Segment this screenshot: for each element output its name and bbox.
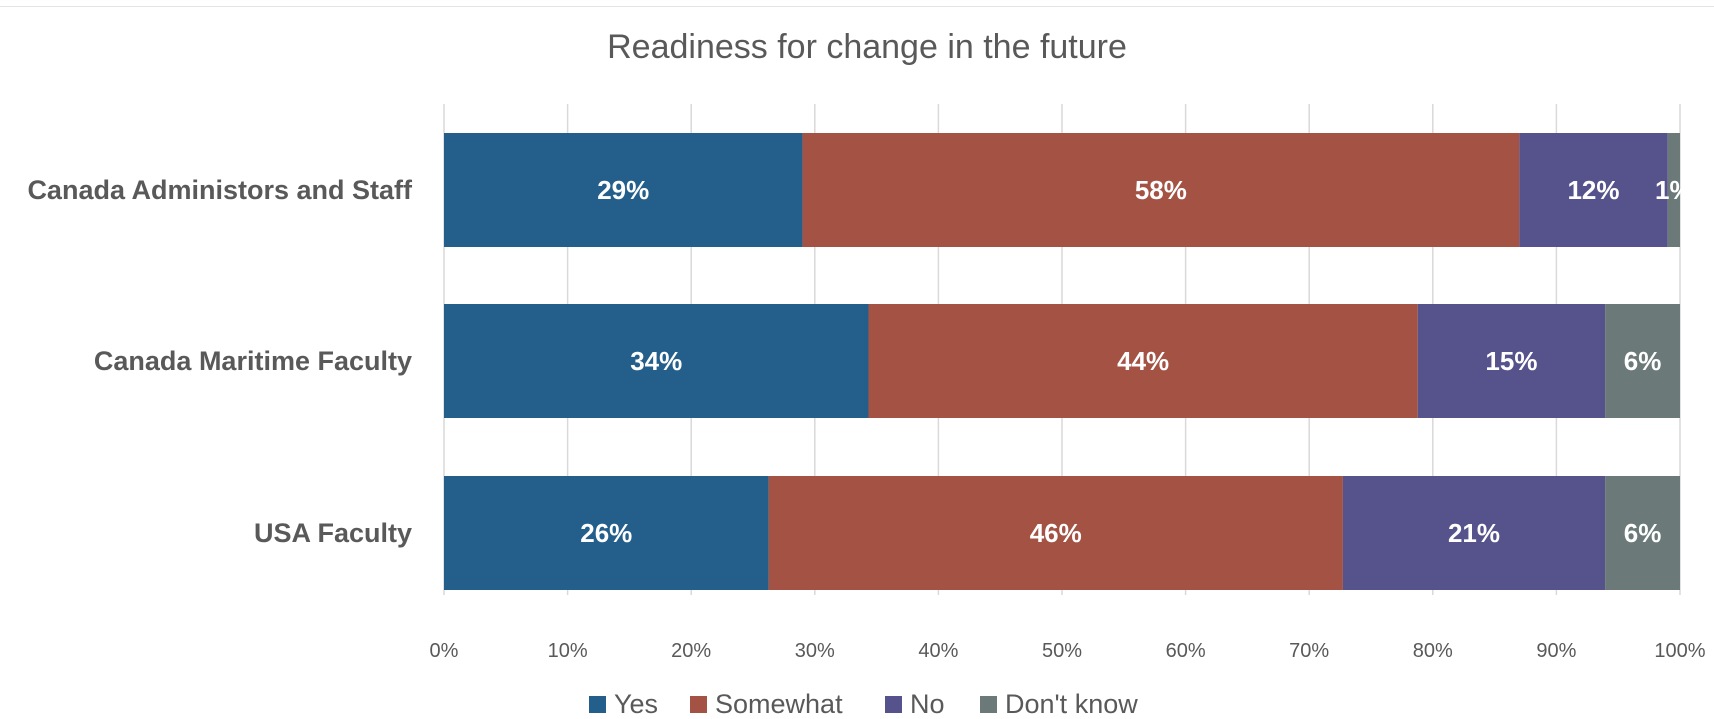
- x-tick-label: 10%: [548, 640, 588, 662]
- x-tick-label: 60%: [1166, 640, 1206, 662]
- bar-segment-yes: [444, 304, 869, 418]
- bar-segment-don-t-know: [1667, 133, 1680, 247]
- bar-segment-don-t-know: [1605, 304, 1680, 418]
- legend-swatch-don-t-know: [980, 696, 997, 713]
- data-label: 21%: [1448, 518, 1500, 548]
- data-label: 58%: [1135, 175, 1187, 205]
- bar-segment-no: [1519, 133, 1668, 247]
- bar-segment-somewhat: [802, 133, 1520, 247]
- legend-label-yes: Yes: [614, 689, 658, 719]
- top-divider: [0, 6, 1714, 7]
- data-label: 44%: [1117, 346, 1169, 376]
- legend-label-somewhat: Somewhat: [715, 689, 843, 719]
- category-labels: Canada Administors and Staff Canada Marit…: [27, 175, 413, 548]
- legend-label-no: No: [910, 689, 945, 719]
- bar-segment-somewhat: [768, 476, 1343, 590]
- data-label: 6%: [1624, 346, 1662, 376]
- data-label: 26%: [580, 518, 632, 548]
- category-label: Canada Maritime Faculty: [94, 346, 412, 376]
- data-label: 29%: [597, 175, 649, 205]
- bar-segment-don-t-know: [1605, 476, 1680, 590]
- x-tick-label: 0%: [430, 640, 459, 662]
- x-tick-label: 100%: [1654, 640, 1705, 662]
- x-tick-label: 50%: [1042, 640, 1082, 662]
- bars: 29% 58% 12% 1% 34% 44% 15% 6% 26% 46% 21% 6%: [444, 133, 1693, 590]
- data-label: 34%: [630, 346, 682, 376]
- x-tick-label: 20%: [671, 640, 711, 662]
- data-label: 6%: [1624, 518, 1662, 548]
- x-axis-ticks: 0% 10% 20% 30% 40% 50% 60% 70% 80% 90% 100%: [430, 640, 1706, 662]
- category-label: USA Faculty: [254, 518, 412, 548]
- data-label: 46%: [1030, 518, 1082, 548]
- bar-segment-somewhat: [868, 304, 1418, 418]
- legend: Yes Somewhat No Don't know: [589, 689, 1138, 719]
- bar-segment-yes: [444, 133, 803, 247]
- legend-swatch-somewhat: [690, 696, 707, 713]
- legend-label-don-t-know: Don't know: [1005, 689, 1138, 719]
- x-tick-label: 30%: [795, 640, 835, 662]
- x-tick-label: 70%: [1289, 640, 1329, 662]
- chart-title: Readiness for change in the future: [607, 28, 1127, 66]
- bar-segment-no: [1417, 304, 1606, 418]
- legend-swatch-yes: [589, 696, 606, 713]
- data-label: 15%: [1485, 346, 1537, 376]
- x-tick-label: 40%: [918, 640, 958, 662]
- category-label: Canada Administors and Staff: [27, 175, 413, 205]
- data-label: 1%: [1655, 175, 1693, 205]
- data-label: 12%: [1567, 175, 1619, 205]
- bar-segment-yes: [444, 476, 769, 590]
- x-tick-label: 90%: [1536, 640, 1576, 662]
- legend-swatch-no: [885, 696, 902, 713]
- x-tick-label: 80%: [1413, 640, 1453, 662]
- bar-segment-no: [1342, 476, 1606, 590]
